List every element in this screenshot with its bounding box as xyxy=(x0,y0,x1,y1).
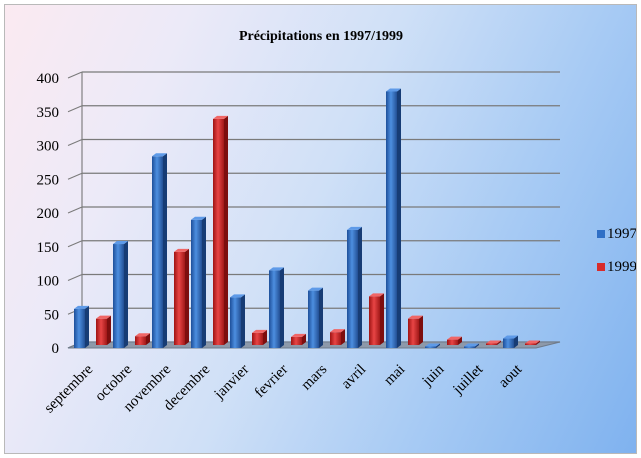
bar-1997-fevrier xyxy=(269,267,284,348)
bar-1997-novembre xyxy=(152,153,167,348)
legend-swatch-1997 xyxy=(597,230,605,238)
y-tick-label: 150 xyxy=(37,240,60,256)
x-tick-label: mars xyxy=(298,361,330,393)
legend-label-1999: 1999 xyxy=(607,259,636,275)
gridline-depth xyxy=(67,206,83,214)
bar-1999-decembre xyxy=(213,115,228,345)
x-tick-label: fevrier xyxy=(252,362,292,402)
bar-1999-aout xyxy=(525,340,540,345)
bar-1999-fevrier xyxy=(291,333,306,345)
legend-label-1997: 1997 xyxy=(607,226,636,242)
legend: 1997 1999 xyxy=(597,226,636,275)
bar-1997-septembre xyxy=(74,305,89,348)
bar-1997-mai xyxy=(386,88,401,348)
gridline-depth xyxy=(67,139,83,146)
bar-1999-mars xyxy=(330,329,345,345)
bar-1999-avril xyxy=(369,293,384,345)
y-tick-label: 200 xyxy=(37,206,60,222)
gridline-depth xyxy=(67,274,83,281)
y-axis-ticks: 0 50 100 150 200 250 300 350 400 xyxy=(37,71,60,357)
chart-frame: Précipitations en 1997/1999 0 50 100 150 200… xyxy=(4,4,637,454)
bar-1997-janvier xyxy=(230,294,245,348)
bar-1999-novembre xyxy=(174,248,189,345)
bar-1997-avril xyxy=(347,226,362,348)
y-tick-label: 400 xyxy=(37,71,60,87)
bar-chart: Précipitations en 1997/1999 0 50 100 150 200… xyxy=(37,29,637,416)
bar-1997-aout xyxy=(503,335,518,348)
bar-1999-janvier xyxy=(252,329,267,345)
gridline-depth xyxy=(67,71,83,79)
legend-swatch-1999 xyxy=(597,263,605,271)
bar-1999-juillet xyxy=(486,340,501,345)
bars xyxy=(74,88,540,348)
y-tick-label: 300 xyxy=(37,139,60,155)
chart-title: Précipitations en 1997/1999 xyxy=(239,29,403,44)
x-tick-label: septembre xyxy=(41,361,96,416)
bar-1997-octobre xyxy=(113,241,128,348)
bar-1999-juin xyxy=(447,336,462,345)
x-tick-label: janvier xyxy=(211,362,252,403)
x-tick-label: juillet xyxy=(450,361,487,398)
x-tick-label: mai xyxy=(381,362,408,389)
bar-1999-octobre xyxy=(135,333,150,345)
bar-1999-septembre xyxy=(96,315,111,345)
y-tick-label: 0 xyxy=(52,341,60,357)
gridline-depth xyxy=(67,172,83,180)
bar-1997-decembre xyxy=(191,216,206,348)
y-tick-label: 50 xyxy=(44,307,59,323)
bar-1997-mars xyxy=(308,287,323,348)
y-tick-label: 250 xyxy=(37,172,60,188)
y-tick-label: 100 xyxy=(37,274,60,290)
gridline-depth xyxy=(67,240,83,248)
bar-1997-juillet xyxy=(464,343,479,348)
x-tick-label: avril xyxy=(339,362,370,393)
x-tick-label: aout xyxy=(496,361,526,391)
y-tick-label: 350 xyxy=(37,105,60,121)
bar-1999-mai xyxy=(408,315,423,345)
bar-1997-juin xyxy=(425,343,440,348)
gridline-depth xyxy=(67,105,83,113)
x-tick-label: juin xyxy=(419,361,448,390)
